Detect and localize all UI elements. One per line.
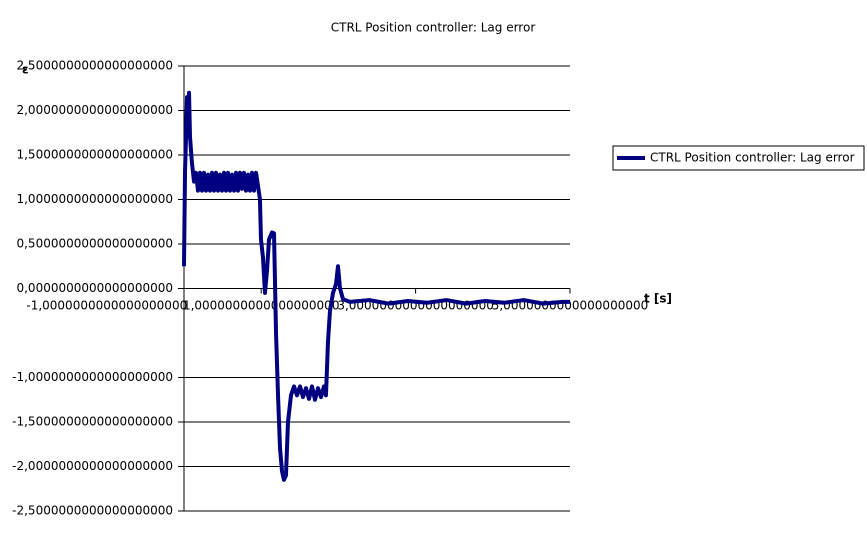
y-tick-label: 0,5000000000000000000 (16, 237, 173, 251)
x-axis-label: t [s] (644, 292, 672, 306)
y-tick-label: 1,5000000000000000000 (16, 148, 173, 162)
y-tick-label: 2,0000000000000000000 (16, 103, 173, 117)
y-axis-label: ε (22, 63, 29, 77)
x-tick-label: 1,0000000000000000000 (183, 299, 340, 313)
data-line (182, 90, 570, 482)
legend-box (612, 145, 865, 171)
y-tick-label: 1,0000000000000000000 (16, 192, 173, 206)
y-tick-label: -1,0000000000000000000 (12, 370, 173, 384)
y-tick-label: -1,5000000000000000000 (12, 415, 173, 429)
y-tick-label: -2,0000000000000000000 (12, 459, 173, 473)
legend-label: CTRL Position controller: Lag error (650, 151, 855, 165)
y-tick-label: 2,5000000000000000000 (16, 59, 173, 73)
y-tick-label: 0,0000000000000000000 (16, 281, 173, 295)
x-tick-label: -1,0000000000000000000 (26, 299, 187, 313)
chart-title: CTRL Position controller: Lag error (331, 21, 536, 35)
y-tick-label: -2,5000000000000000000 (12, 504, 173, 518)
